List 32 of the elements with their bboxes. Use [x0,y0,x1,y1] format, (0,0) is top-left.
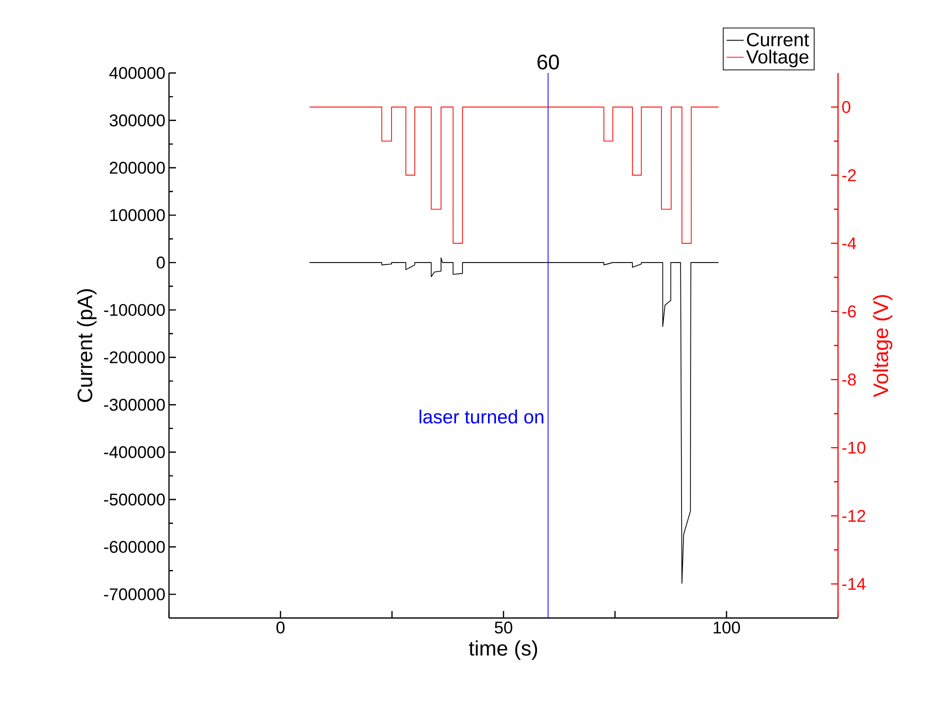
x-tick-label: 100 [714,622,740,634]
y2-tick-label: -12 [842,510,866,522]
y2-tick-label: -10 [842,442,866,454]
y-tick-label: -400000 [104,446,165,458]
y2-tick-label: -14 [842,578,866,590]
y-tick-label: 200000 [110,162,165,174]
y-tick-label: 400000 [109,66,165,79]
legend-label: Current [747,32,810,46]
annotation: laser turned on [420,410,544,424]
y-tick-label: -300000 [104,398,165,411]
y2-axis-title: Voltage (V) [872,295,892,398]
x-tick-label: 50 [494,622,512,634]
y2-tick-label: -6 [842,305,856,318]
y-tick-label: -200000 [104,351,165,364]
y-tick-label: -500000 [104,494,165,506]
y-tick-label: -100000 [104,304,165,316]
y2-tick-label: -4 [842,237,856,250]
y2-tick-label: 0 [842,101,850,114]
x-axis-title: time (s) [468,640,538,660]
line-series [309,106,719,244]
line-series [309,257,719,584]
y-tick-label: -700000 [104,588,165,600]
y2-tick-label: -8 [842,374,856,386]
y-axis-title: Current (pA) [76,289,96,402]
y-tick-label: 0 [156,256,165,269]
y-tick-label: -600000 [104,540,165,553]
ref-line-label: 60 [538,54,559,70]
y-tick-label: 100000 [110,209,165,222]
y-tick-label: 300000 [110,114,165,126]
legend-label: Voltage [746,50,808,68]
x-tick-label: 0 [276,622,285,634]
y2-tick-label: -2 [842,169,856,182]
